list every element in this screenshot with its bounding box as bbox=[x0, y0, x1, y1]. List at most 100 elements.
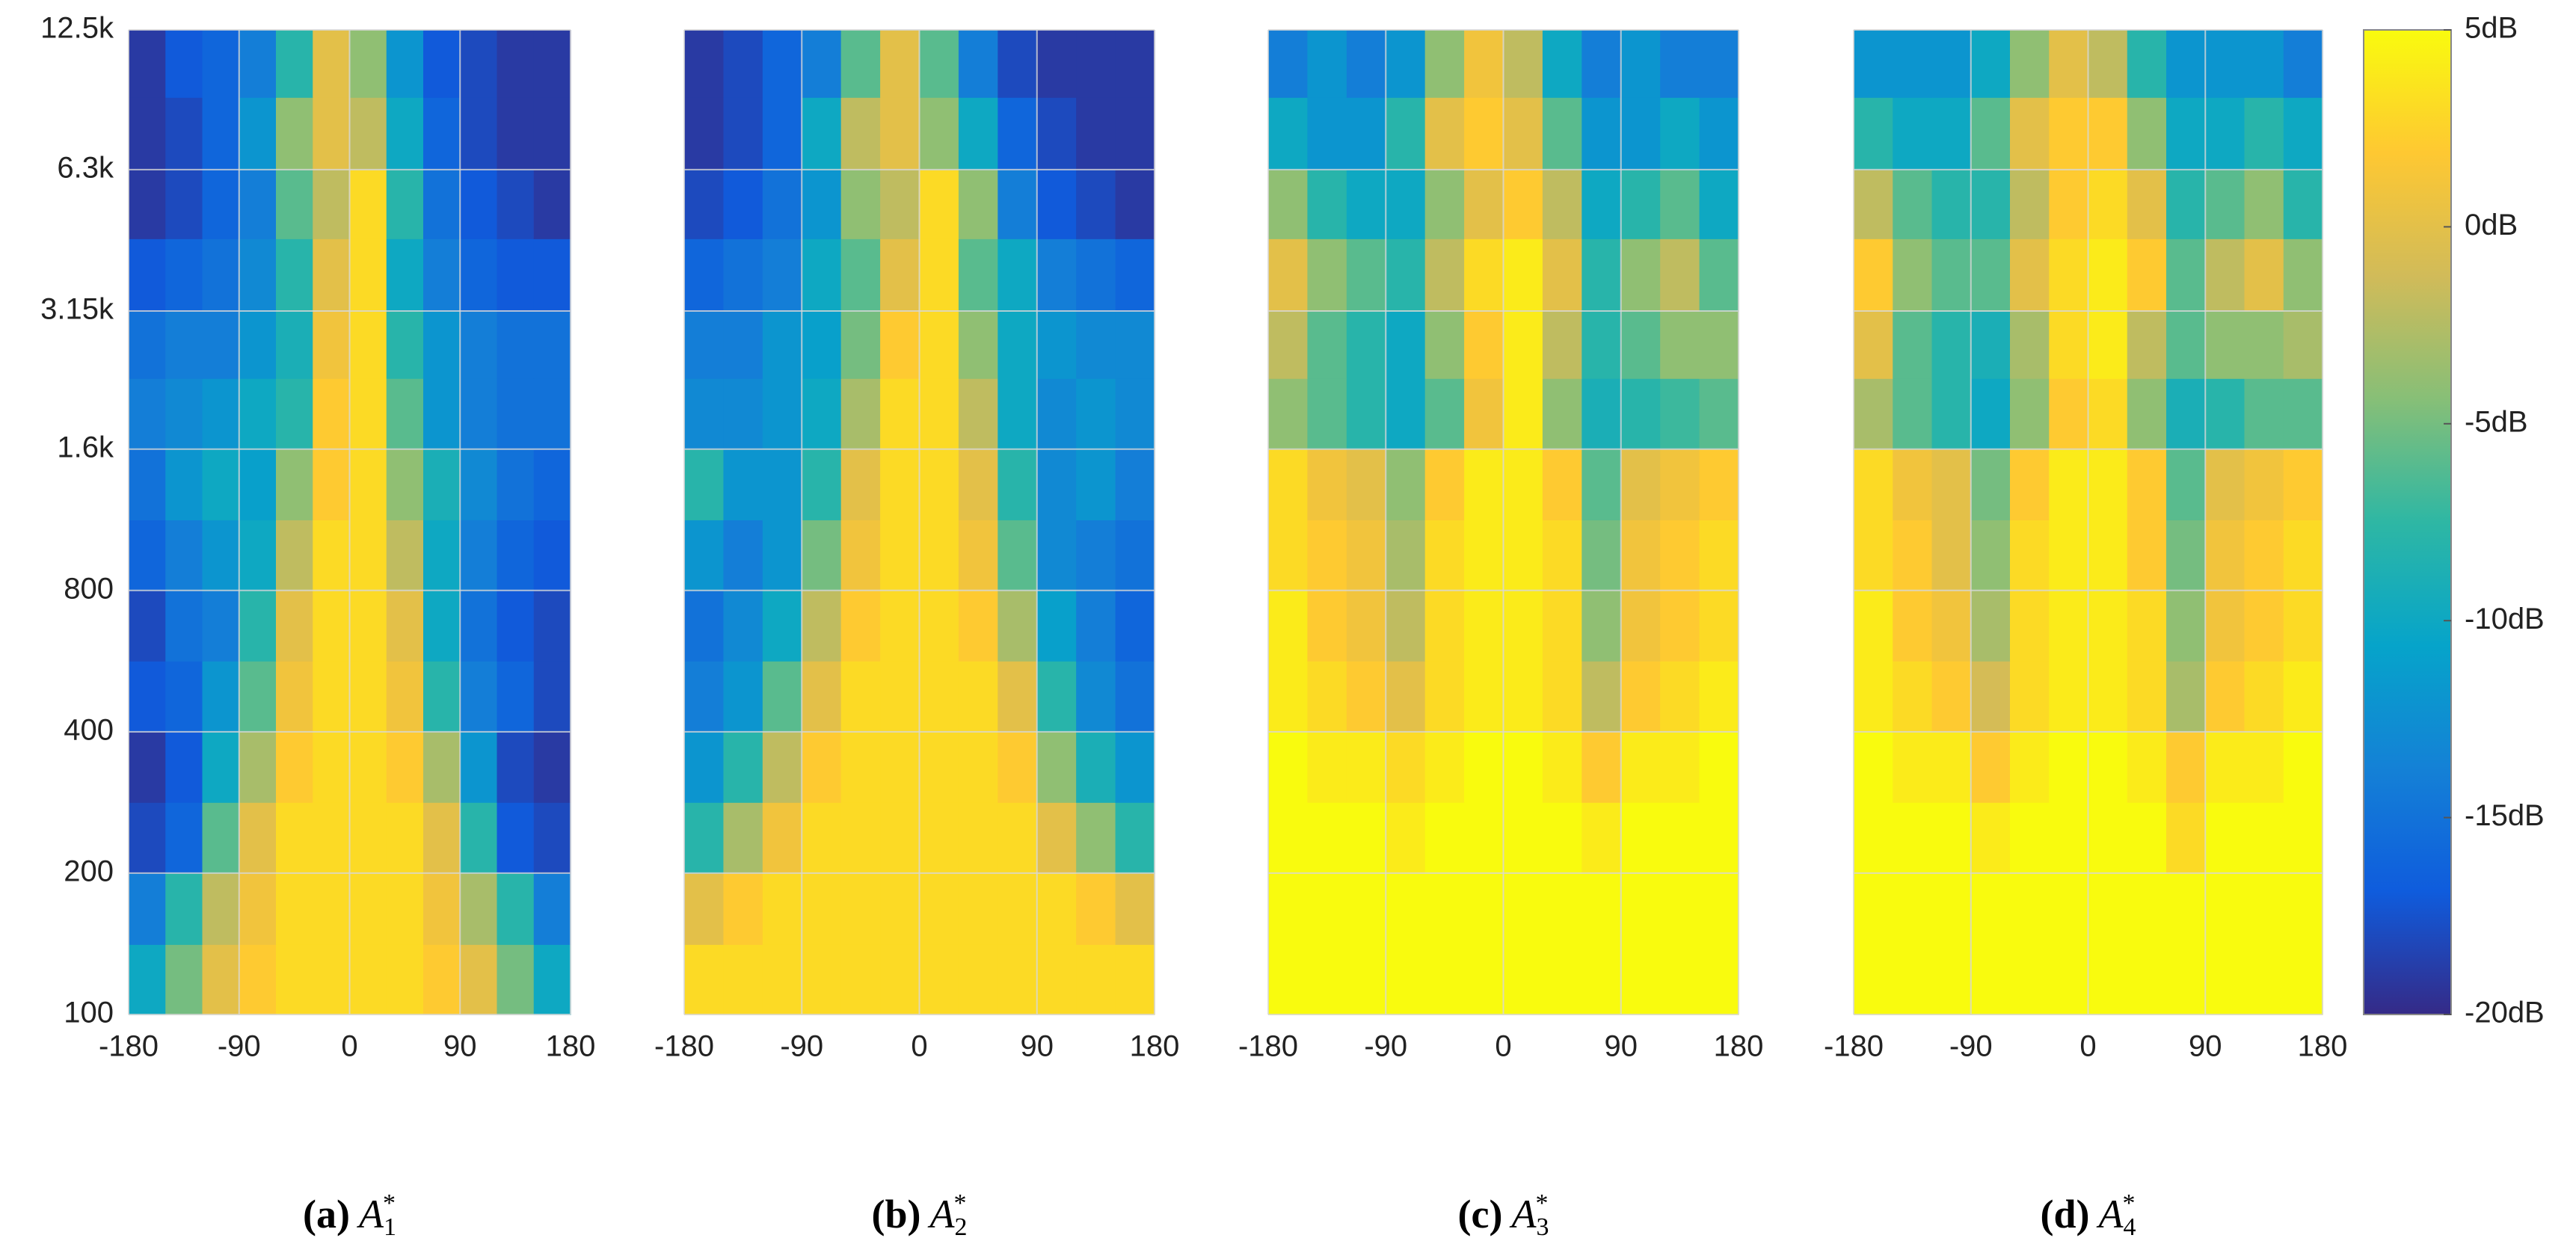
heatmap-cell bbox=[1542, 520, 1582, 591]
heatmap-cell bbox=[423, 378, 461, 450]
heatmap-cell bbox=[460, 169, 498, 239]
heatmap-cell bbox=[2127, 449, 2167, 520]
heatmap-cell bbox=[1424, 661, 1465, 733]
heatmap-cell bbox=[2049, 169, 2089, 239]
heatmap-cell bbox=[1464, 97, 1504, 170]
x-tick-label: 180 bbox=[1714, 1030, 1764, 1063]
heatmap-cell bbox=[1307, 872, 1347, 945]
x-tick-label: 180 bbox=[1130, 1030, 1180, 1063]
heatmap-cell bbox=[1854, 872, 1893, 945]
heatmap-cell bbox=[762, 731, 802, 803]
heatmap-cell bbox=[802, 169, 842, 239]
x-tick-label: 0 bbox=[2079, 1030, 2096, 1063]
colorbar-tick-label: 0dB bbox=[2465, 209, 2518, 241]
heatmap-cell bbox=[723, 169, 763, 239]
x-tick-label: -90 bbox=[218, 1030, 261, 1063]
heatmap-cell bbox=[2244, 97, 2284, 170]
heatmap-cell bbox=[958, 378, 998, 450]
heatmap-cell bbox=[1076, 449, 1116, 520]
heatmap-cell bbox=[2205, 802, 2245, 874]
heatmap-cell bbox=[1503, 661, 1543, 733]
heatmap-cell bbox=[1854, 944, 1893, 1015]
heatmap-cell bbox=[165, 97, 203, 170]
heatmap-cell bbox=[840, 169, 881, 239]
heatmap-cell bbox=[1699, 30, 1739, 98]
heatmap-cell bbox=[1503, 590, 1543, 662]
heatmap-cell bbox=[313, 238, 351, 312]
heatmap-cell bbox=[1386, 97, 1426, 170]
heatmap-panel bbox=[1854, 30, 2323, 1015]
heatmap-cell bbox=[1036, 590, 1077, 662]
heatmap-cell bbox=[723, 310, 763, 379]
heatmap-cell bbox=[2283, 30, 2323, 98]
heatmap-cell bbox=[460, 944, 498, 1015]
heatmap-cell bbox=[2166, 802, 2206, 874]
heatmap-cell bbox=[880, 944, 920, 1015]
heatmap-cell bbox=[997, 378, 1038, 450]
heatmap-cell bbox=[129, 97, 166, 170]
heatmap-cell bbox=[1854, 590, 1893, 662]
heatmap-cell bbox=[1581, 731, 1622, 803]
heatmap-cell bbox=[1970, 378, 2011, 450]
heatmap-cell bbox=[386, 731, 424, 803]
heatmap-cell bbox=[1931, 449, 1972, 520]
heatmap-cell bbox=[349, 169, 387, 239]
heatmap-cell bbox=[313, 310, 351, 379]
heatmap-cell bbox=[1699, 731, 1739, 803]
heatmap-cell bbox=[2244, 449, 2284, 520]
heatmap-cell bbox=[1581, 169, 1622, 239]
y-tick-label: 12.5k bbox=[40, 12, 114, 45]
heatmap-cell bbox=[239, 169, 277, 239]
heatmap-cell bbox=[1036, 97, 1077, 170]
heatmap-cell bbox=[313, 378, 351, 450]
heatmap-cell bbox=[2010, 520, 2050, 591]
heatmap-cell bbox=[1970, 944, 2011, 1015]
heatmap-cell bbox=[1893, 310, 1933, 379]
heatmap-cell bbox=[997, 944, 1038, 1015]
heatmap-cell bbox=[762, 310, 802, 379]
heatmap-cell bbox=[1620, 30, 1661, 98]
heatmap-cell bbox=[2088, 590, 2128, 662]
heatmap-cell bbox=[276, 590, 313, 662]
heatmap-cell bbox=[202, 97, 240, 170]
heatmap-cell bbox=[386, 449, 424, 520]
heatmap-cell bbox=[349, 449, 387, 520]
heatmap-cell bbox=[129, 378, 166, 450]
heatmap-cell bbox=[386, 520, 424, 591]
heatmap-cell bbox=[129, 310, 166, 379]
heatmap-cell bbox=[1386, 590, 1426, 662]
heatmap-cell bbox=[202, 731, 240, 803]
heatmap-cell bbox=[840, 590, 881, 662]
heatmap-cell bbox=[2010, 731, 2050, 803]
heatmap-cell bbox=[313, 590, 351, 662]
heatmap-cell bbox=[723, 802, 763, 874]
heatmap-cell bbox=[2244, 661, 2284, 733]
heatmap-cell bbox=[1307, 661, 1347, 733]
heatmap-cell bbox=[2049, 520, 2089, 591]
heatmap-cell bbox=[802, 944, 842, 1015]
heatmap-cell bbox=[684, 802, 725, 874]
heatmap-cell bbox=[1036, 872, 1077, 945]
heatmap-cell bbox=[497, 661, 535, 733]
heatmap-cell bbox=[202, 590, 240, 662]
heatmap-cell bbox=[2205, 731, 2245, 803]
heatmap-cell bbox=[1424, 30, 1465, 98]
heatmap-cell bbox=[460, 97, 498, 170]
colorbar-tick-label: -5dB bbox=[2465, 405, 2528, 438]
heatmap-cell bbox=[1424, 944, 1465, 1015]
heatmap-cell bbox=[1424, 520, 1465, 591]
heatmap-cell bbox=[2205, 238, 2245, 312]
x-tick-label: 90 bbox=[1021, 1030, 1054, 1063]
heatmap-cell bbox=[1268, 97, 1309, 170]
heatmap-cell bbox=[762, 97, 802, 170]
heatmap-cell bbox=[684, 520, 725, 591]
heatmap-cell bbox=[313, 169, 351, 239]
heatmap-cell bbox=[919, 238, 959, 312]
heatmap-cell bbox=[2010, 872, 2050, 945]
caption: (c) A3* bbox=[1458, 1189, 1549, 1241]
heatmap-cell bbox=[2049, 944, 2089, 1015]
heatmap-cell bbox=[165, 661, 203, 733]
caption: (b) A2* bbox=[872, 1189, 968, 1241]
heatmap-cell bbox=[276, 30, 313, 98]
heatmap-cell bbox=[1386, 872, 1426, 945]
